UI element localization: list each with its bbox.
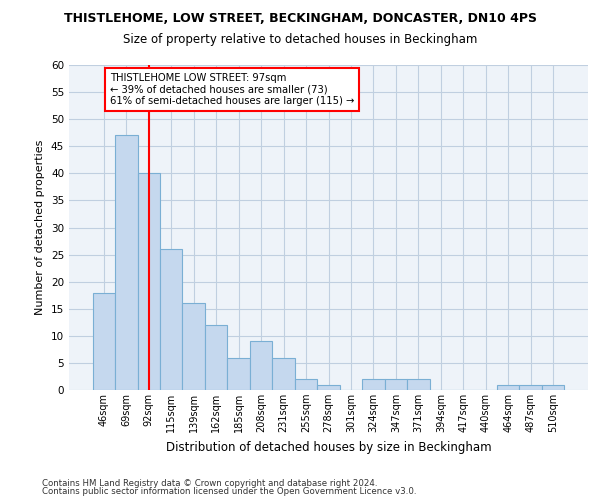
Text: Size of property relative to detached houses in Beckingham: Size of property relative to detached ho… — [123, 32, 477, 46]
Bar — [385, 379, 407, 390]
X-axis label: Distribution of detached houses by size in Beckingham: Distribution of detached houses by size … — [166, 440, 491, 454]
Y-axis label: Number of detached properties: Number of detached properties — [35, 140, 46, 315]
Bar — [137, 174, 160, 390]
Bar — [362, 379, 385, 390]
Bar — [205, 325, 227, 390]
Bar — [295, 379, 317, 390]
Text: Contains public sector information licensed under the Open Government Licence v3: Contains public sector information licen… — [42, 487, 416, 496]
Bar — [520, 384, 542, 390]
Bar — [317, 384, 340, 390]
Text: THISTLEHOME, LOW STREET, BECKINGHAM, DONCASTER, DN10 4PS: THISTLEHOME, LOW STREET, BECKINGHAM, DON… — [64, 12, 536, 26]
Text: Contains HM Land Registry data © Crown copyright and database right 2024.: Contains HM Land Registry data © Crown c… — [42, 478, 377, 488]
Text: THISTLEHOME LOW STREET: 97sqm
← 39% of detached houses are smaller (73)
61% of s: THISTLEHOME LOW STREET: 97sqm ← 39% of d… — [110, 73, 355, 106]
Bar — [497, 384, 520, 390]
Bar — [160, 249, 182, 390]
Bar — [250, 341, 272, 390]
Bar — [92, 292, 115, 390]
Bar — [182, 304, 205, 390]
Bar — [407, 379, 430, 390]
Bar — [115, 136, 137, 390]
Bar — [272, 358, 295, 390]
Bar — [227, 358, 250, 390]
Bar — [542, 384, 565, 390]
